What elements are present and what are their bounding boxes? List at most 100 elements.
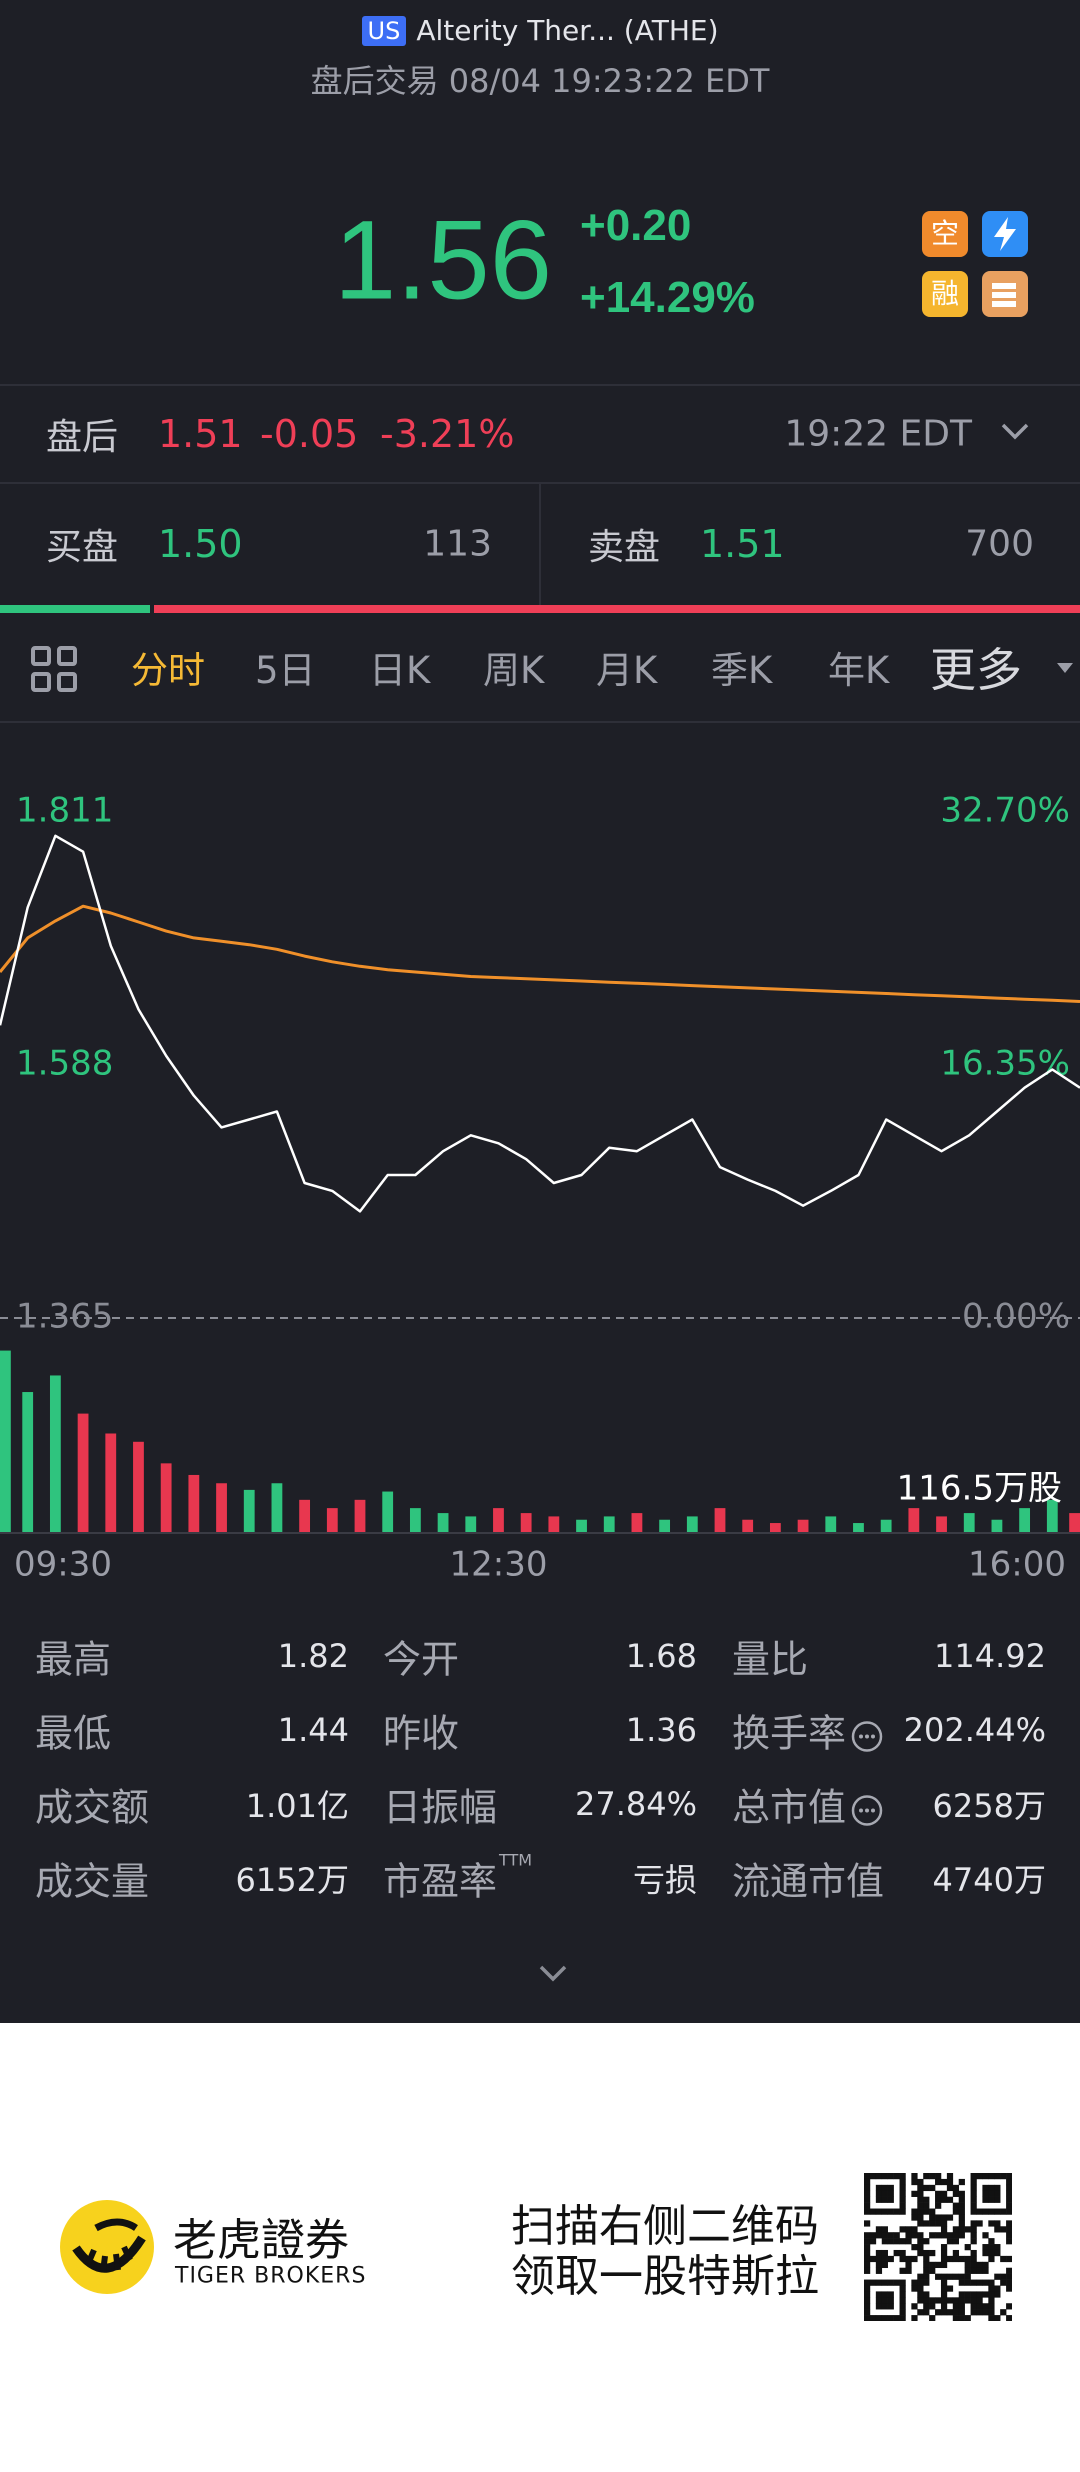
volume-bar bbox=[908, 1508, 920, 1533]
qr-module bbox=[940, 2196, 948, 2203]
qr-module bbox=[899, 2291, 906, 2298]
period-tab[interactable]: 日K bbox=[369, 649, 431, 692]
qr-module bbox=[988, 2249, 995, 2257]
volume-bar bbox=[271, 1483, 283, 1533]
period-tab[interactable]: 季K bbox=[711, 649, 773, 692]
period-tab[interactable]: 月K bbox=[596, 649, 658, 692]
feature-badge[interactable] bbox=[982, 211, 1028, 257]
session-status: 盘后交易 08/04 19:23:22 EDT bbox=[310, 62, 770, 100]
qr-module bbox=[970, 2196, 977, 2203]
qr-module bbox=[875, 2173, 883, 2180]
qr-module bbox=[988, 2255, 995, 2263]
qr-module bbox=[994, 2184, 1001, 2192]
period-tab[interactable]: 更多 bbox=[930, 643, 1022, 697]
qr-module bbox=[905, 2238, 912, 2245]
qr-module bbox=[952, 2303, 960, 2310]
qr-module bbox=[899, 2173, 906, 2180]
qr-module bbox=[952, 2315, 960, 2321]
volume-bar bbox=[465, 1516, 477, 1533]
qr-module bbox=[958, 2297, 965, 2304]
info-icon[interactable] bbox=[850, 1719, 884, 1753]
promo-line: 扫描右侧二维码 bbox=[511, 2201, 819, 2252]
qr-module bbox=[905, 2226, 912, 2233]
intraday-chart: 116.5万股 1.365 1.588 1.811 0.00% 16.35% 32.70% 0… bbox=[0, 791, 1080, 1585]
qr-module bbox=[982, 2291, 989, 2298]
period-tab[interactable]: 分时 bbox=[131, 649, 205, 692]
stat-value: 202.44% bbox=[903, 1711, 1046, 1749]
qr-module bbox=[935, 2190, 942, 2197]
qr-module bbox=[864, 2220, 871, 2227]
brand-name-en: TIGER BROKERS bbox=[175, 2263, 367, 2289]
brand-name: 老虎證券 bbox=[173, 2215, 349, 2266]
qr-module bbox=[917, 2190, 924, 2197]
volume-bar bbox=[825, 1516, 837, 1533]
stat-value: 114.92 bbox=[934, 1637, 1046, 1675]
volume-bar bbox=[742, 1519, 754, 1533]
qr-module bbox=[887, 2232, 894, 2239]
qr-module bbox=[970, 2208, 977, 2215]
qr-module bbox=[899, 2184, 906, 2192]
stat-value: 6258万 bbox=[932, 1787, 1046, 1825]
info-icon[interactable] bbox=[850, 1793, 884, 1827]
qr-module bbox=[1006, 2202, 1012, 2209]
qr-module bbox=[1006, 2255, 1012, 2263]
qr-module bbox=[893, 2232, 900, 2239]
qr-module bbox=[988, 2297, 995, 2304]
qr-module bbox=[905, 2232, 912, 2239]
qr-module bbox=[994, 2315, 1001, 2321]
qr-module bbox=[923, 2196, 930, 2203]
qr-module bbox=[875, 2190, 883, 2197]
divider bbox=[0, 482, 1080, 484]
feature-badge[interactable]: 融 bbox=[922, 271, 968, 317]
qr-module bbox=[875, 2226, 883, 2233]
qr-module bbox=[988, 2285, 995, 2292]
qr-module bbox=[1006, 2184, 1012, 2192]
qr-module bbox=[911, 2232, 918, 2239]
qr-module bbox=[923, 2173, 930, 2180]
qr-module bbox=[899, 2226, 906, 2233]
qr-module bbox=[958, 2190, 965, 2197]
volume-bar bbox=[603, 1516, 615, 1533]
qr-module bbox=[946, 2184, 954, 2192]
after-hours-time: 19:22 EDT bbox=[784, 413, 972, 455]
stat-label: 流通市值 bbox=[732, 1859, 885, 1904]
qr-module bbox=[893, 2279, 900, 2286]
quote-panel bbox=[0, 0, 1080, 2023]
qr-module bbox=[940, 2291, 948, 2298]
stat-label: 最低 bbox=[35, 1711, 112, 1756]
qr-module bbox=[976, 2208, 983, 2215]
grid-icon[interactable] bbox=[30, 645, 78, 693]
volume-bar bbox=[520, 1513, 532, 1533]
expand-chevron[interactable] bbox=[538, 1962, 568, 1986]
period-tab[interactable]: 年K bbox=[828, 649, 890, 692]
qr-module bbox=[917, 2238, 924, 2245]
qr-module bbox=[905, 2261, 912, 2269]
qr-module bbox=[929, 2249, 936, 2257]
qr-module bbox=[982, 2303, 989, 2310]
qr-module bbox=[929, 2220, 936, 2227]
qr-module bbox=[1000, 2226, 1007, 2233]
qr-module bbox=[864, 2190, 871, 2197]
period-tab[interactable]: 5日 bbox=[255, 649, 316, 692]
period-tab[interactable]: 周K bbox=[483, 649, 545, 692]
bid-size: 113 bbox=[423, 523, 492, 565]
dropdown-chevron[interactable] bbox=[1000, 420, 1030, 444]
qr-module bbox=[935, 2214, 942, 2221]
qr-module bbox=[946, 2285, 954, 2292]
qr-module bbox=[988, 2309, 995, 2316]
volume-bar bbox=[188, 1474, 200, 1533]
feature-badge[interactable]: 空 bbox=[922, 211, 968, 257]
qr-module bbox=[970, 2226, 977, 2233]
qr-module bbox=[929, 2303, 936, 2310]
qr-module bbox=[958, 2178, 965, 2186]
qr-module bbox=[940, 2232, 948, 2239]
qr-module bbox=[988, 2303, 995, 2310]
qr-module bbox=[929, 2267, 936, 2274]
qr-module bbox=[881, 2232, 888, 2239]
info-dot bbox=[865, 1734, 870, 1738]
feature-badge[interactable] bbox=[982, 271, 1028, 317]
qr-module bbox=[958, 2315, 965, 2321]
qr-module bbox=[887, 2190, 894, 2197]
stat-value: 1.44 bbox=[277, 1711, 349, 1749]
qr-module bbox=[881, 2315, 888, 2321]
